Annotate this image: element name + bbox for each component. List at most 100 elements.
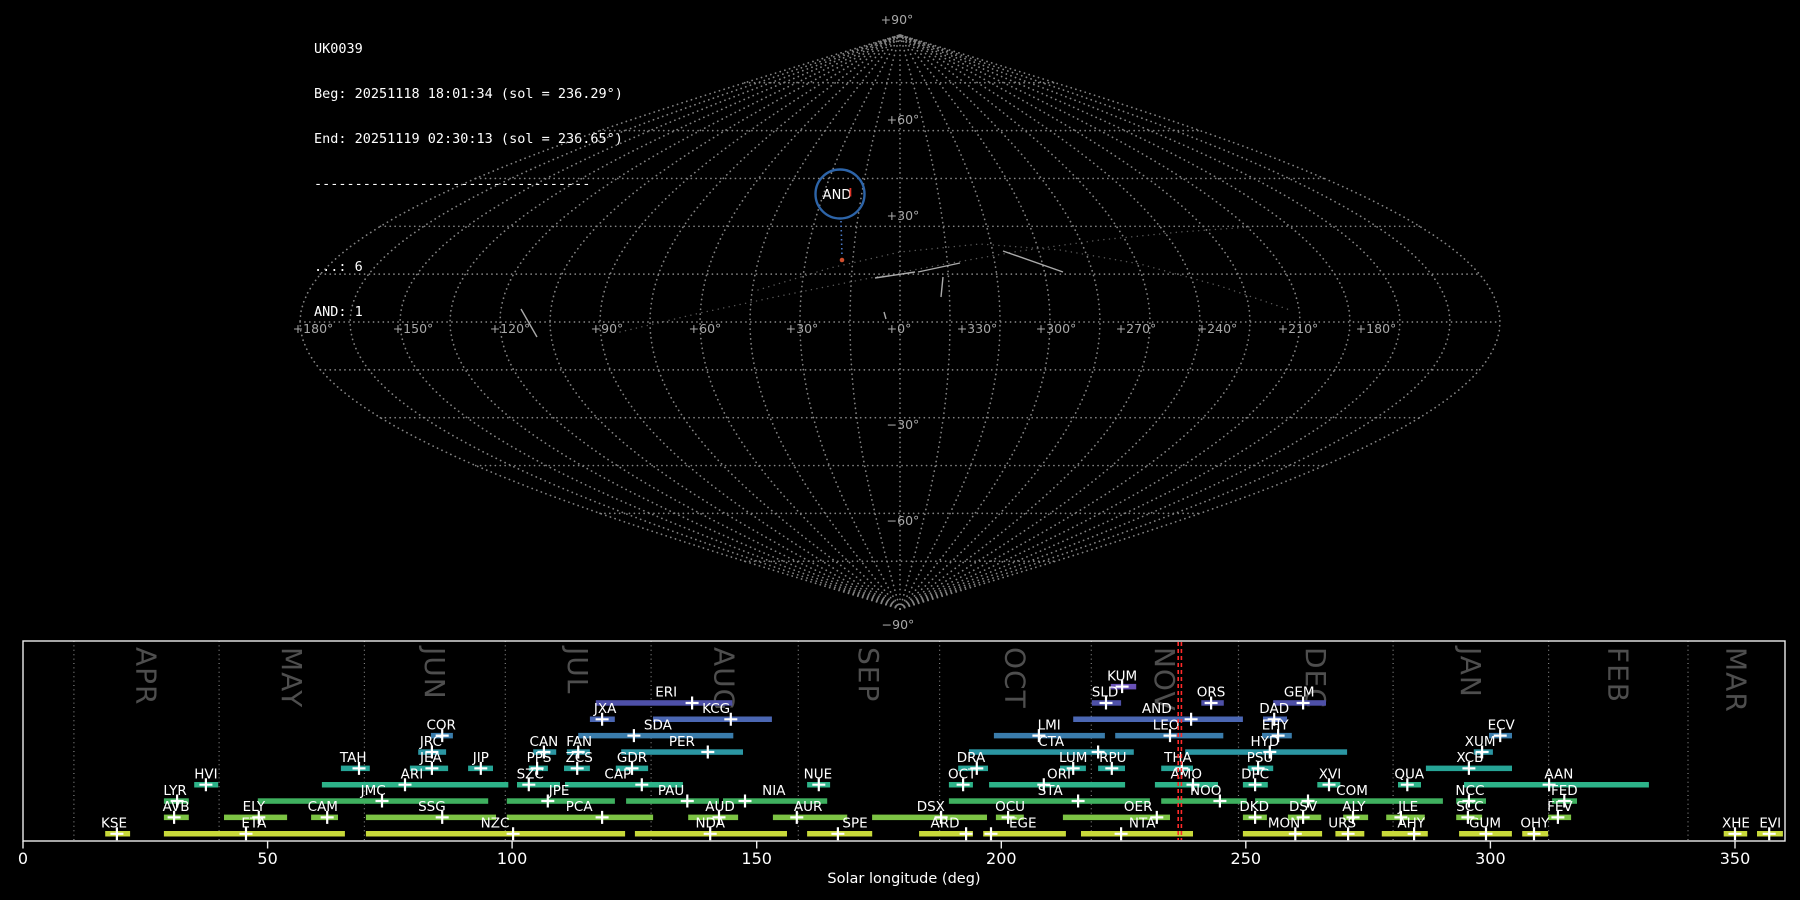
shower-label-amo: AMO <box>1170 767 1202 783</box>
shower-bar-nzc <box>365 831 626 837</box>
shower-label-tah: TAH <box>339 750 367 766</box>
peak-marker-dkd <box>1248 810 1262 824</box>
shower-bars <box>105 680 1783 841</box>
month-label: JAN <box>1454 645 1487 698</box>
peak-marker-jip <box>474 761 488 775</box>
shower-bar-szc <box>517 782 560 788</box>
peak-marker-aud <box>712 810 726 824</box>
shower-bar-pau <box>626 798 719 804</box>
shower-label-avb: AVB <box>163 799 190 815</box>
longitude-label: +180° <box>293 321 334 336</box>
peak-marker-nta <box>1114 827 1128 841</box>
shower-label-xvi: XVI <box>1319 767 1341 783</box>
ecliptic-curve <box>619 226 1251 333</box>
longitude-label: +120° <box>490 321 531 336</box>
peak-marker-hyd <box>1263 745 1277 759</box>
shower-label-sda: SDA <box>644 717 673 733</box>
shower-label-aur: AUR <box>794 799 823 815</box>
shower-label-szc: SZC <box>517 767 544 783</box>
meridian-line <box>899 34 1151 610</box>
shower-label-per: PER <box>669 734 695 750</box>
shower-label-fed: FED <box>1551 783 1578 799</box>
shower-bar-lmi <box>993 732 1105 739</box>
shower-label-dad: DAD <box>1259 701 1289 717</box>
month-label: JUL <box>561 645 594 694</box>
shower-label-ors: ORS <box>1197 685 1226 701</box>
peak-marker-pau <box>680 794 694 808</box>
peak-marker-tah <box>352 761 366 775</box>
peak-marker-ssg <box>435 810 449 824</box>
session-begin: Beg: 20251118 18:01:34 (sol = 236.29°) <box>314 86 623 102</box>
shower-bar-ari <box>321 782 509 788</box>
month-label: MAR <box>1720 647 1753 713</box>
shower-label-ege: EGE <box>1009 816 1037 832</box>
peak-marker-psu <box>1251 761 1265 775</box>
peak-marker-cor <box>435 729 449 743</box>
shower-bar-mon <box>1242 831 1323 837</box>
x-axis-title: Solar longitude (deg) <box>827 871 980 887</box>
shower-bar-cap <box>565 782 683 788</box>
peak-marker-fev <box>1551 810 1565 824</box>
peak-marker-oer <box>1150 810 1164 824</box>
meridian-line <box>649 34 901 610</box>
shower-label-sta: STA <box>1038 783 1064 799</box>
peak-marker-ncc <box>1462 794 1476 808</box>
peak-marker-nue <box>812 778 826 792</box>
longitude-label: +240° <box>1197 321 1238 336</box>
shower-label-hyd: HYD <box>1251 734 1280 750</box>
shower-label-ari: ARI <box>401 767 424 783</box>
shower-label-leo: LEO <box>1153 717 1180 733</box>
pole-label-north: +90° <box>881 12 914 27</box>
shower-label-ori: ORI <box>1047 767 1071 783</box>
peak-marker-szc <box>522 778 536 792</box>
peak-marker-sld <box>1099 696 1113 710</box>
shower-label-jmc: JMC <box>360 783 386 799</box>
peak-marker-qua <box>1400 778 1414 792</box>
meridian-line <box>899 34 1001 610</box>
radiant-circle-and <box>814 168 866 220</box>
shower-label-jip: JIP <box>472 750 489 766</box>
peak-marker-nda <box>703 827 717 841</box>
peak-marker-fed <box>1557 794 1571 808</box>
shower-bar-eri <box>595 700 733 706</box>
longitude-label: +210° <box>1278 321 1319 336</box>
radiant-red-tick <box>849 188 852 197</box>
month-label: NOV <box>1148 647 1181 712</box>
peak-marker-ard <box>959 827 973 841</box>
shower-label-nda: NDA <box>695 816 725 832</box>
peak-marker-nzc <box>506 827 520 841</box>
shower-bar-ahy <box>1381 831 1428 837</box>
shower-label-pca: PCA <box>566 799 594 815</box>
month-labels: APR MAY JUN JUL AUG SEP OCT NOV DEC JAN FEB MAR <box>130 645 1753 713</box>
peak-marker-fan <box>571 745 585 759</box>
shower-bar-com <box>1255 798 1443 804</box>
peak-marker-and <box>1184 712 1198 726</box>
peak-marker-ori <box>1037 778 1051 792</box>
peak-marker-ege <box>984 827 998 841</box>
peak-marker-scc <box>1461 810 1475 824</box>
month-label: FEB <box>1601 647 1634 703</box>
shower-labels: KSE ETA NZC NDA SPE ARD EGE NTA MON URS AHY GUM OHY X… <box>101 668 1781 831</box>
x-tick-label: 200 <box>986 849 1017 868</box>
pole-label-south: −90° <box>882 617 915 632</box>
peak-marker-ors <box>1204 696 1218 710</box>
shower-label-gem: GEM <box>1284 685 1315 701</box>
shower-label-oer: OER <box>1124 799 1153 815</box>
shower-label-hvi: HVI <box>194 767 217 783</box>
shower-bar-jmc <box>257 798 489 804</box>
shower-bar-ege <box>983 831 1066 837</box>
longitude-label: +330° <box>957 321 998 336</box>
shower-label-dpc: DPC <box>1241 767 1269 783</box>
sky-map-grid <box>299 34 1501 610</box>
shower-label-ard: ARD <box>930 816 959 832</box>
longitude-label: +270° <box>1116 321 1157 336</box>
peak-marker-lyr <box>170 794 184 808</box>
peak-marker-leo <box>1163 729 1177 743</box>
peak-marker-eri <box>685 696 699 710</box>
shower-bar-ssg <box>365 814 496 821</box>
x-tick-label: 50 <box>257 849 277 868</box>
peak-marker-xum <box>1475 745 1489 759</box>
month-label: APR <box>130 647 163 706</box>
meridian-line <box>899 34 1051 610</box>
